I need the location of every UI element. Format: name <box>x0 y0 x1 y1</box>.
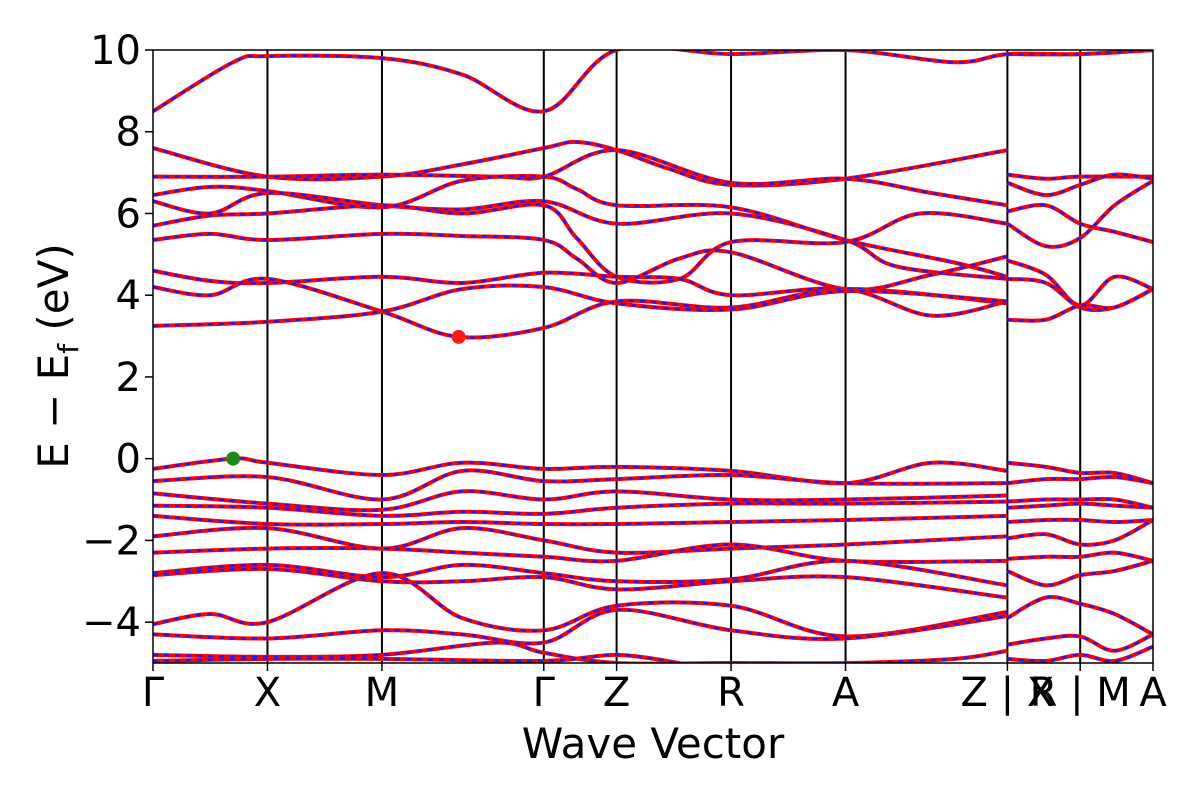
band-line-down <box>153 203 1008 284</box>
x-tick-label: R <box>717 670 745 716</box>
vbm-marker <box>226 451 241 466</box>
band-line-down <box>153 50 1153 113</box>
band-line-up <box>153 190 1008 281</box>
band-line-down <box>1007 518 1153 547</box>
band-line-down <box>153 140 1008 187</box>
band-line-down <box>153 469 1008 501</box>
band-line-down <box>153 571 1008 638</box>
y-axis-label-sub: f <box>52 343 85 354</box>
band-line-down <box>1007 277 1153 312</box>
x-tick-label: Z <box>603 670 630 716</box>
x-tick-label: Γ <box>142 670 165 716</box>
band-line-down <box>1007 502 1153 509</box>
band-line-down <box>153 174 1008 279</box>
y-tick-label: −2 <box>82 518 141 564</box>
band-line-down <box>1006 179 1153 249</box>
y-tick-label: −4 <box>82 600 141 646</box>
band-line-down <box>1007 287 1153 323</box>
x-tick-label: R | M <box>1030 670 1131 716</box>
band-line-down <box>153 514 1008 526</box>
y-tick-label: 8 <box>116 110 141 156</box>
y-axis-label-main: E − E <box>29 354 78 469</box>
high-symmetry-lines <box>266 50 1082 663</box>
band-line-up <box>153 202 1008 285</box>
y-tick-label: 10 <box>90 28 141 74</box>
band-line-down <box>153 500 1008 518</box>
band-line-down <box>153 567 1008 599</box>
x-tick-label: A <box>832 670 860 716</box>
band-line-down <box>1007 497 1153 509</box>
band-line-down <box>1007 475 1153 485</box>
band-line-down <box>153 191 1008 281</box>
x-tick-label: M <box>365 670 400 716</box>
band-line-down <box>153 148 1008 207</box>
x-tick-label: Γ <box>533 670 556 716</box>
band-line-down <box>153 457 1008 485</box>
y-tick-label: 4 <box>116 273 141 319</box>
band-line-down <box>153 653 680 663</box>
band-line-up <box>153 283 1008 328</box>
band-line-down <box>153 559 1008 587</box>
band-line-down <box>1007 203 1153 244</box>
band-line-down <box>1006 259 1153 307</box>
x-axis-label: Wave Vector <box>522 719 785 768</box>
band-line-down <box>153 489 1008 512</box>
band-line-up <box>153 607 1008 646</box>
cbm-marker <box>451 329 466 344</box>
y-tick-label: 6 <box>116 191 141 237</box>
band-line-up <box>1007 50 1153 57</box>
y-axis-label: E − Ef (eV) <box>29 243 85 469</box>
y-axis-ticks: −4 −2 0 2 4 6 8 10 <box>82 28 153 646</box>
band-line-down <box>153 284 1008 328</box>
extrema-markers <box>226 329 466 466</box>
y-tick-label: 0 <box>116 437 141 483</box>
band-line-down <box>1007 551 1153 563</box>
y-axis-label-unit: (eV) <box>29 243 78 344</box>
band-line-down <box>1006 173 1153 197</box>
band-line-down <box>1007 518 1153 524</box>
band-line-down <box>1007 645 1153 663</box>
band-line-down <box>153 526 1008 555</box>
plot-frame <box>152 49 1154 664</box>
x-tick-label: Z | X <box>961 670 1055 716</box>
band-line-up <box>153 566 1008 600</box>
y-tick-label: 2 <box>116 355 141 401</box>
band-line-down <box>153 277 1008 339</box>
band-line-down <box>1006 559 1153 587</box>
x-tick-label: X <box>254 670 281 716</box>
band-line-down <box>1007 461 1153 485</box>
x-tick-label: A <box>1139 670 1167 716</box>
band-line-down <box>153 608 1008 645</box>
bands <box>153 50 1153 663</box>
band-line-down <box>1007 633 1153 652</box>
band-line-down <box>1006 595 1153 636</box>
